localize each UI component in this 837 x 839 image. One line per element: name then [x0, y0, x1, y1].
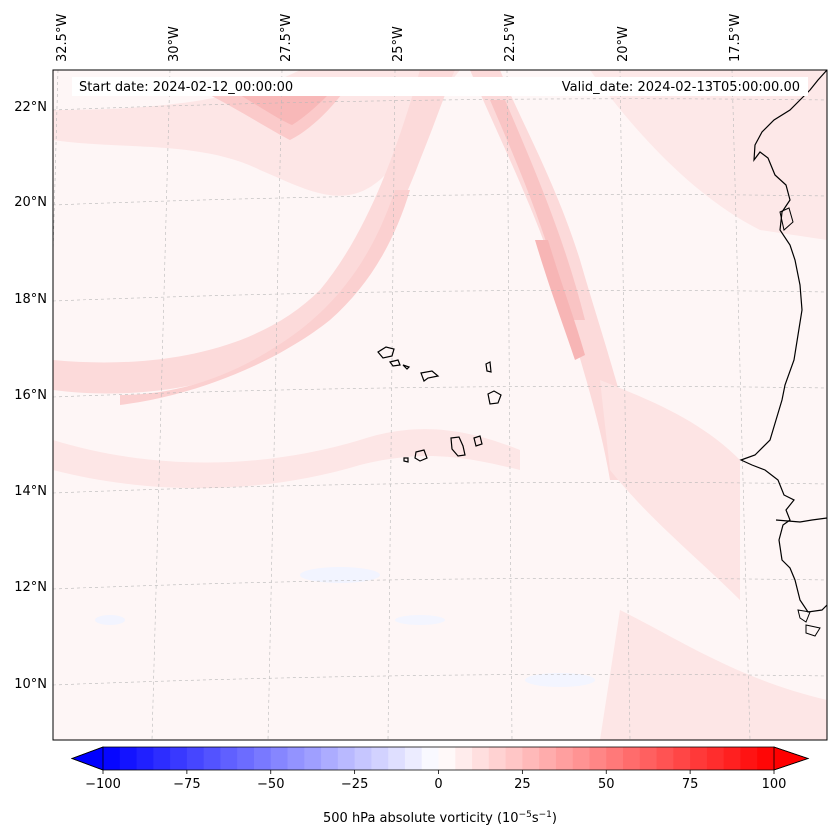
gambia-river: [775, 517, 828, 523]
colorbar-min-arrow: [70, 746, 104, 771]
cape-verde-islands: [377, 346, 502, 463]
latitude-label: 18°N: [14, 292, 47, 307]
colorbar-segment: [555, 747, 574, 770]
colorbar-segment: [438, 747, 456, 770]
bijagos-islands: [797, 609, 821, 637]
map-frame: [52, 69, 828, 741]
latitude-label: 22°N: [14, 100, 47, 115]
colorbar-segment: [136, 747, 154, 770]
start-date: Start date: 2024-02-12_00:00:00: [79, 80, 293, 95]
header-box: [72, 77, 808, 96]
colorbar-segment: [119, 747, 138, 770]
colorbar-segment: [706, 747, 725, 770]
colorbar-tick-label: 0: [434, 777, 442, 792]
colorbar-segment: [304, 747, 322, 770]
valid-date: Valid_date: 2024-02-13T05:00:00.00: [562, 80, 800, 95]
longitude-labels: 32.5°W 30°W 27.5°W 25°W 22.5°W 20°W 17.5°W: [55, 14, 743, 62]
colorbar-segment: [287, 747, 305, 770]
colorbar-tick-label: −100: [85, 777, 121, 792]
colorbar-segment: [270, 747, 289, 770]
colorbar-segment: [186, 747, 205, 770]
colorbar-max-arrow: [773, 746, 810, 771]
colorbar-segment: [321, 747, 339, 770]
longitude-label: 22.5°W: [503, 14, 518, 62]
colorbar-tick-label: −25: [341, 777, 368, 792]
coast-inlet: [779, 207, 794, 231]
colorbar-segment: [253, 747, 272, 770]
longitude-label: 30°W: [167, 26, 182, 62]
colorbar-segment: [371, 747, 389, 770]
colorbar-segment: [220, 747, 238, 770]
latitude-label: 10°N: [14, 677, 47, 692]
colorbar-segment: [455, 747, 473, 770]
colorbar-segment: [606, 747, 624, 770]
colorbar-segment: [673, 747, 691, 770]
colorbar-segment: [572, 747, 590, 770]
colorbar-segment: [539, 747, 557, 770]
colorbar-segment: [354, 747, 372, 770]
colorbar-segment: [203, 747, 221, 770]
colorbar-tick-label: 100: [762, 777, 787, 792]
colorbar-segment: [237, 747, 255, 770]
colorbar-tick-label: 25: [514, 777, 531, 792]
colorbar-segment: [421, 747, 439, 770]
colorbar-segment: [740, 747, 758, 770]
colorbar-segment: [488, 747, 507, 770]
colorbar-segment: [690, 747, 708, 770]
colorbar-tick-label: −75: [173, 777, 200, 792]
colorbar-segment: [103, 747, 121, 770]
longitude-label: 32.5°W: [55, 14, 70, 62]
colorbar-segment: [656, 747, 674, 770]
latitude-label: 16°N: [14, 388, 47, 403]
longitude-label: 27.5°W: [279, 14, 294, 62]
colorbar-segment: [522, 747, 540, 770]
colorbar: [70, 746, 810, 771]
colorbar-segment: [505, 747, 523, 770]
colorbar-tick-label: −50: [257, 777, 284, 792]
longitude-label: 20°W: [616, 26, 631, 62]
colorbar-segment: [153, 747, 171, 770]
colorbar-segment: [170, 747, 188, 770]
colorbar-tick-label: 75: [682, 777, 699, 792]
colorbar-segment: [337, 747, 356, 770]
colorbar-segment: [388, 747, 406, 770]
colorbar-segment: [404, 747, 423, 770]
latitude-labels: 22°N 20°N 18°N 16°N 14°N 12°N 10°N: [14, 100, 47, 692]
colorbar-segment: [757, 747, 775, 770]
latitude-label: 20°N: [14, 195, 47, 210]
gridlines: [53, 70, 827, 740]
colorbar-segment: [589, 747, 607, 770]
colorbar-segment: [639, 747, 658, 770]
colorbar-segment: [723, 747, 741, 770]
colorbar-tick-label: 50: [598, 777, 615, 792]
colorbar-segment: [623, 747, 641, 770]
africa-coastline: [739, 69, 828, 613]
colorbar-ticks: −100 −75 −50 −25 0 25 50 75 100: [85, 770, 786, 792]
colorbar-segment: [472, 747, 490, 770]
latitude-label: 12°N: [14, 580, 47, 595]
colorbar-label: 500 hPa absolute vorticity (10−5s−1): [323, 810, 557, 826]
longitude-label: 25°W: [391, 26, 406, 62]
latitude-label: 14°N: [14, 484, 47, 499]
longitude-label: 17.5°W: [728, 14, 743, 62]
vorticity-field: [53, 70, 827, 740]
